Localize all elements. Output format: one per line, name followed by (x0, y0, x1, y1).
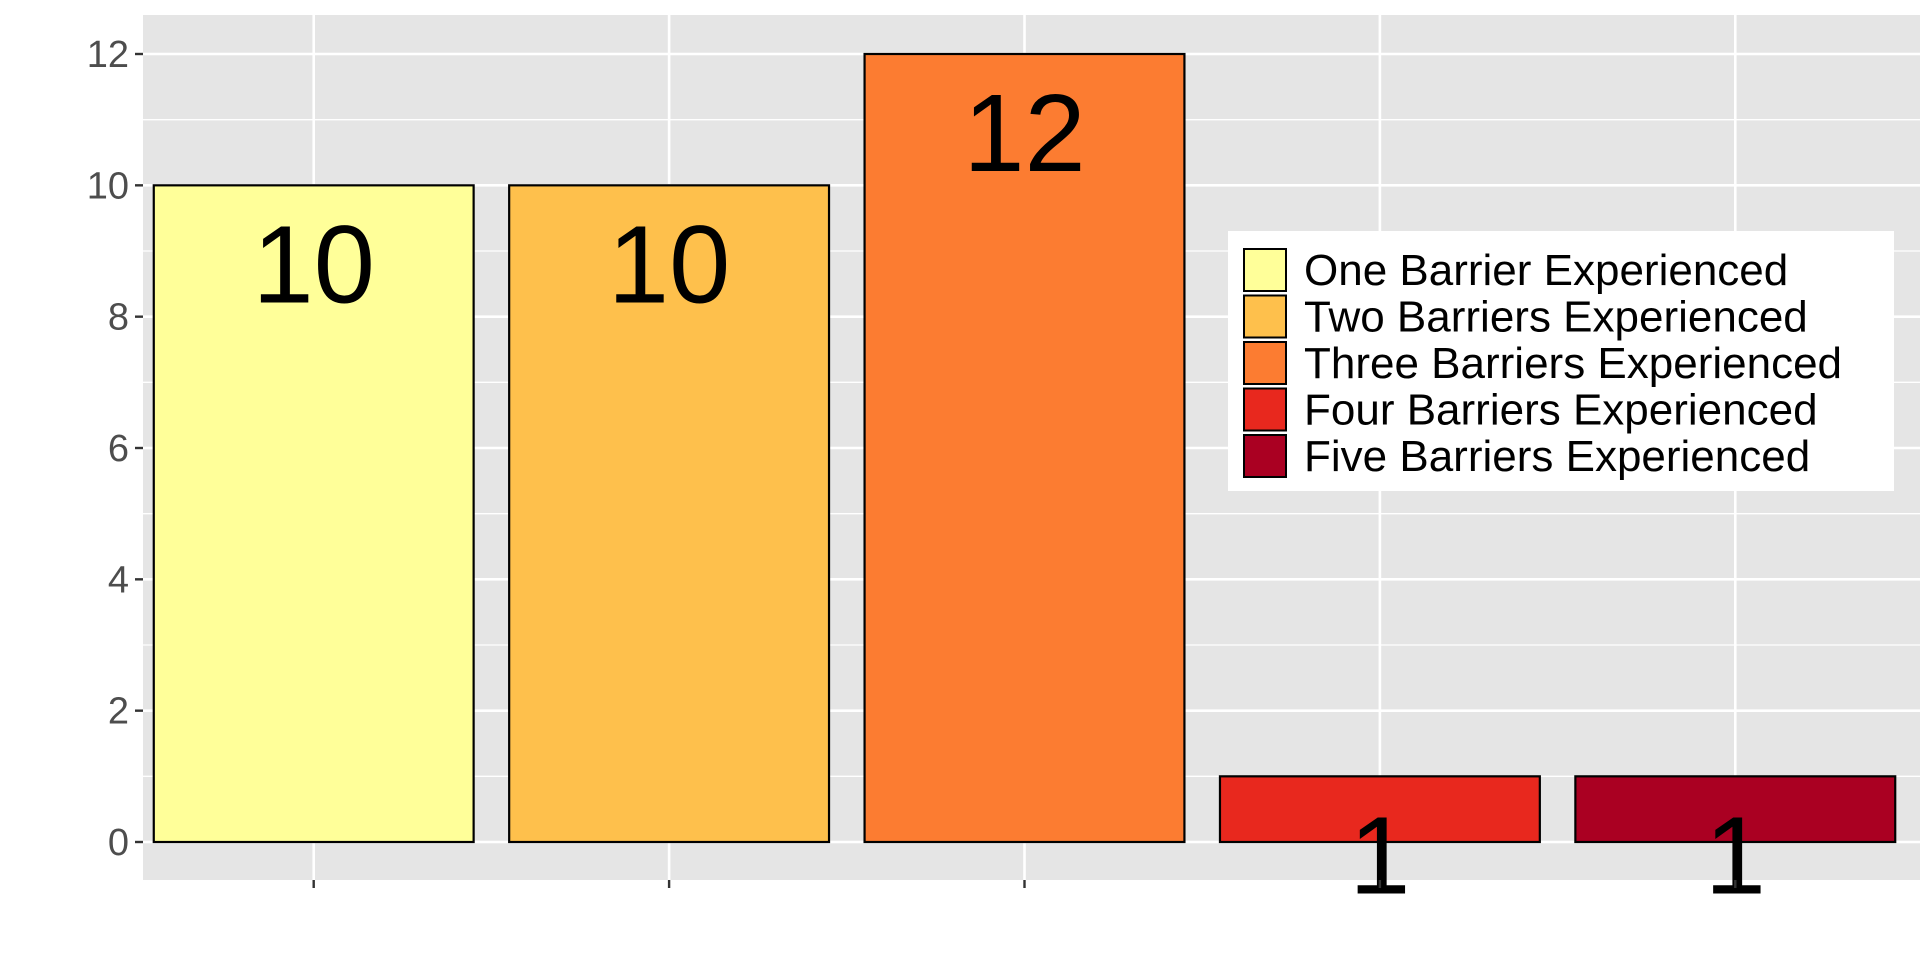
bars (152, 52, 1897, 844)
bar (508, 184, 831, 844)
y-tick-label: 0 (108, 822, 129, 864)
bar-data-label: 1 (1705, 794, 1766, 917)
legend-key (1243, 341, 1287, 385)
bar-data-label: 12 (963, 72, 1085, 195)
x-axis (312, 880, 1737, 888)
legend-key (1243, 294, 1287, 339)
y-tick-label: 2 (108, 691, 129, 733)
bar (152, 184, 475, 844)
legend-key (1243, 387, 1287, 432)
bar (1574, 775, 1897, 844)
legend-key (1243, 434, 1287, 478)
legend-background (1228, 231, 1894, 491)
y-tick-label: 12 (87, 34, 129, 76)
y-tick-label: 8 (108, 297, 129, 339)
y-tick-label: 6 (108, 428, 129, 470)
legend-label: Four Barriers Experienced (1304, 386, 1818, 435)
y-tick-label: 10 (87, 165, 129, 207)
legend-label: One Barrier Experienced (1304, 246, 1788, 295)
legend-label: Three Barriers Experienced (1304, 339, 1842, 388)
legend-label: Five Barriers Experienced (1304, 432, 1810, 481)
bar-data-label: 10 (608, 203, 730, 326)
bar-data-label: 1 (1349, 794, 1410, 917)
y-axis: 0 2 4 6 8 10 12 (87, 34, 143, 864)
bar (1218, 775, 1541, 844)
legend-label: Two Barriers Experienced (1304, 293, 1808, 342)
bar (863, 52, 1186, 844)
y-tick-label: 4 (108, 559, 129, 601)
legend-key (1243, 248, 1287, 292)
data-labels: 10 10 12 1 1 (253, 72, 1766, 917)
bar-data-label: 10 (253, 203, 375, 326)
